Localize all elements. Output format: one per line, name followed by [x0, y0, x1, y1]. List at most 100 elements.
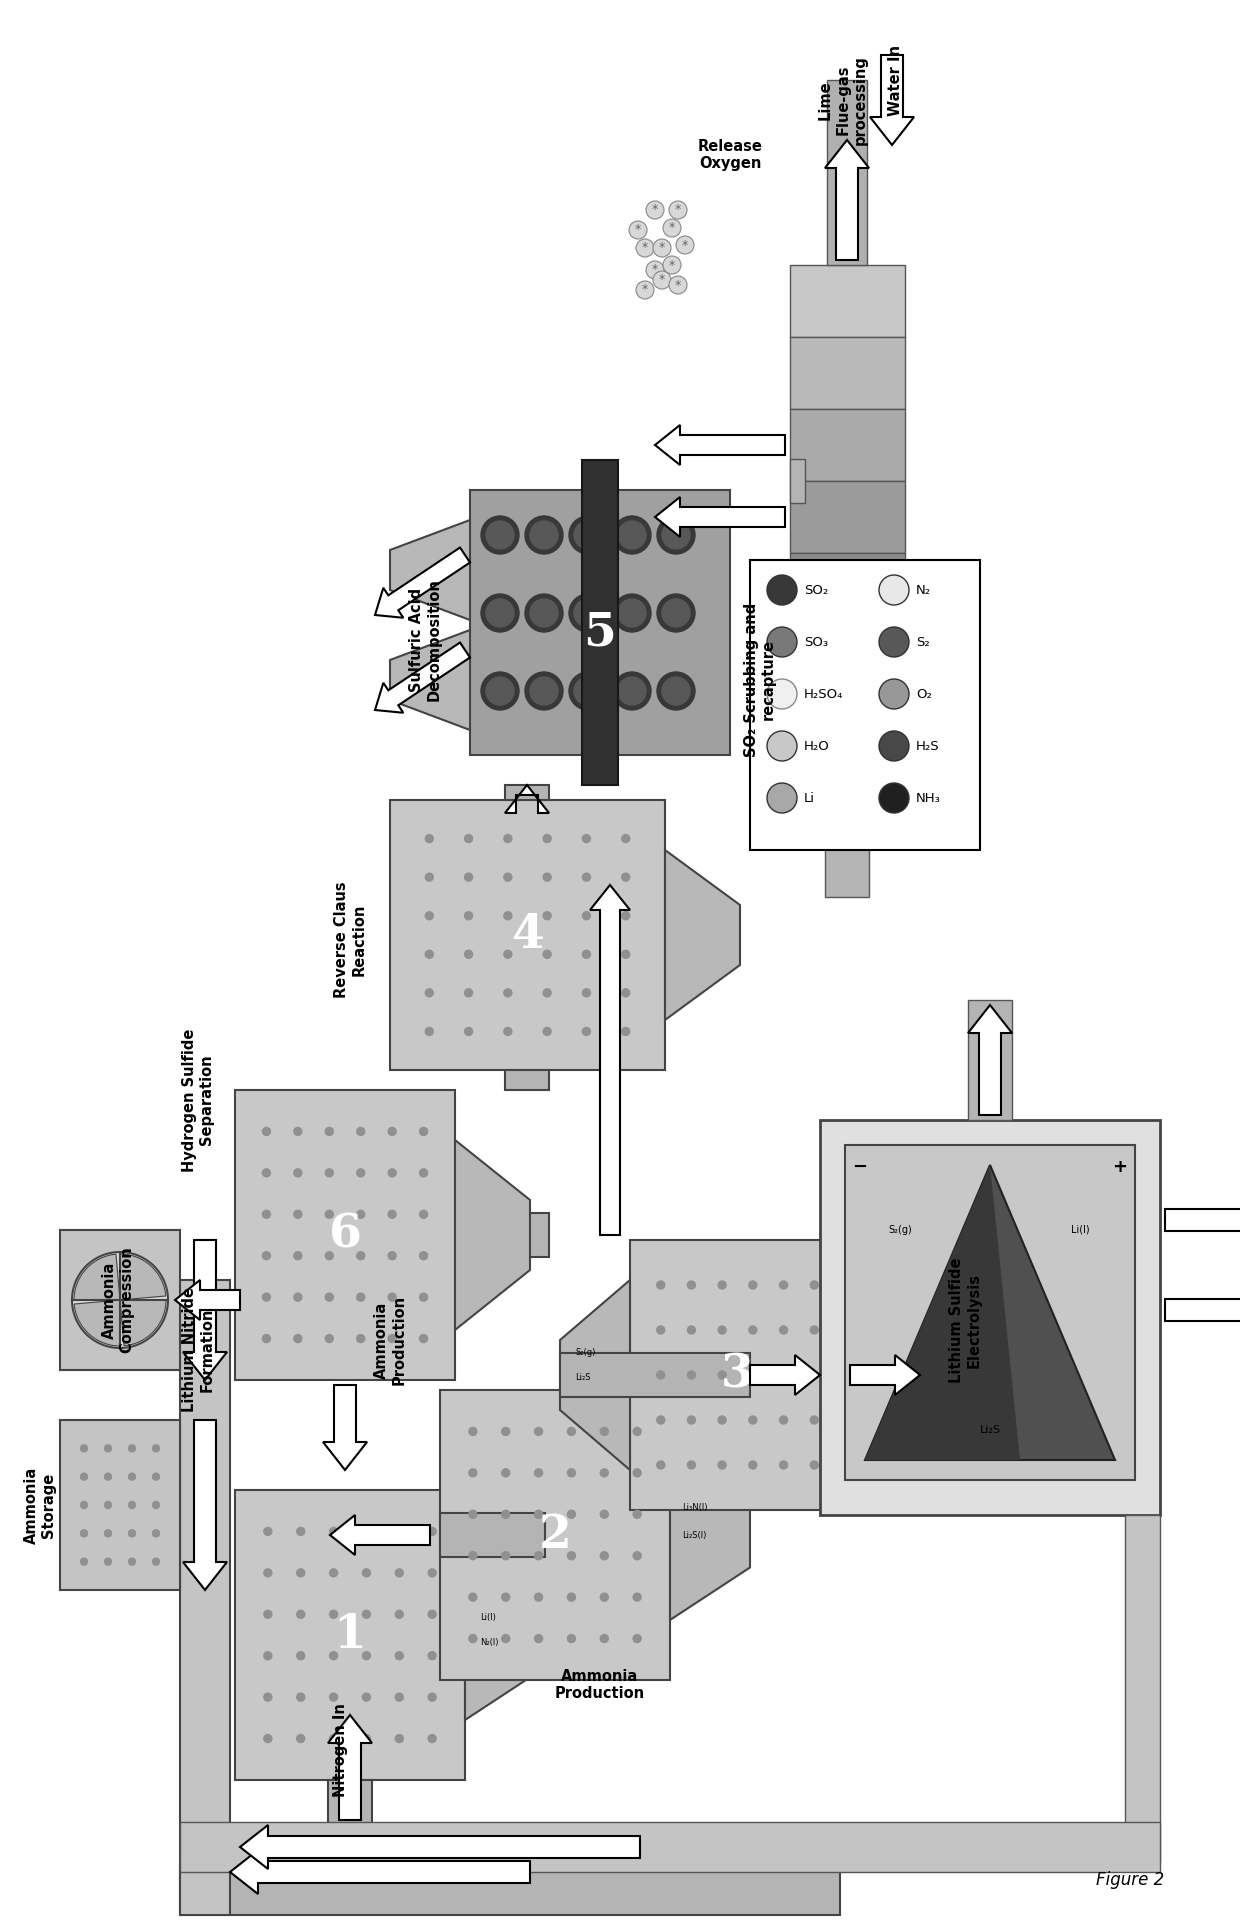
Circle shape [129, 1530, 135, 1538]
Bar [630, 1240, 844, 1511]
Circle shape [525, 515, 563, 554]
Text: Ammonia
Production: Ammonia Production [556, 1668, 645, 1701]
Circle shape [534, 1468, 543, 1476]
Circle shape [718, 1417, 727, 1424]
Circle shape [388, 1334, 396, 1343]
Circle shape [657, 1280, 665, 1290]
Circle shape [810, 1461, 818, 1468]
Circle shape [325, 1294, 334, 1301]
Circle shape [810, 1417, 818, 1424]
Circle shape [81, 1530, 88, 1538]
Bar [968, 999, 1012, 1121]
Circle shape [469, 1593, 477, 1601]
Text: Li(l): Li(l) [480, 1613, 496, 1622]
Circle shape [104, 1530, 112, 1538]
Wedge shape [120, 1299, 166, 1345]
Circle shape [749, 1280, 756, 1290]
Text: SO₂: SO₂ [804, 584, 828, 596]
Circle shape [503, 988, 512, 998]
Polygon shape [849, 1355, 920, 1395]
Bar [844, 1146, 1135, 1480]
Circle shape [600, 1511, 609, 1518]
Circle shape [263, 1334, 270, 1343]
Text: Ammonia
Storage: Ammonia Storage [24, 1466, 56, 1543]
Circle shape [600, 1468, 609, 1476]
Circle shape [465, 911, 472, 921]
Circle shape [357, 1211, 365, 1219]
Circle shape [330, 1528, 337, 1536]
Circle shape [810, 1370, 818, 1378]
Text: +: + [1112, 1157, 1127, 1176]
Polygon shape [330, 1515, 430, 1555]
Circle shape [362, 1568, 371, 1576]
Circle shape [264, 1693, 272, 1701]
Polygon shape [655, 498, 785, 536]
Text: Reverse Claus
Reaction: Reverse Claus Reaction [334, 882, 366, 998]
Text: 5: 5 [584, 609, 616, 655]
Text: 1: 1 [334, 1613, 367, 1659]
Circle shape [502, 1468, 510, 1476]
Circle shape [634, 1428, 641, 1436]
Circle shape [264, 1568, 272, 1576]
Polygon shape [1166, 1197, 1240, 1242]
Circle shape [486, 677, 515, 705]
Circle shape [618, 600, 646, 627]
Circle shape [718, 1280, 727, 1290]
Circle shape [296, 1734, 305, 1743]
Circle shape [780, 1326, 787, 1334]
Circle shape [425, 949, 433, 959]
Circle shape [153, 1472, 160, 1480]
Circle shape [481, 673, 520, 709]
Text: *: * [642, 284, 649, 296]
Text: Lithium Sulfide
Electrolysis: Lithium Sulfide Electrolysis [949, 1257, 981, 1382]
Wedge shape [120, 1253, 166, 1299]
Circle shape [613, 515, 651, 554]
Circle shape [465, 834, 472, 842]
Text: SO₂ Scrubbing and
recapture: SO₂ Scrubbing and recapture [744, 604, 776, 757]
Circle shape [153, 1559, 160, 1565]
Circle shape [663, 219, 681, 236]
Circle shape [687, 1461, 696, 1468]
Circle shape [621, 911, 630, 921]
Bar [180, 1864, 839, 1914]
Circle shape [425, 1028, 433, 1036]
Bar [329, 1780, 372, 1864]
Circle shape [396, 1651, 403, 1661]
Circle shape [670, 202, 687, 219]
Circle shape [662, 521, 689, 550]
Text: H₂O: H₂O [804, 740, 830, 753]
Polygon shape [560, 1280, 630, 1470]
Bar [505, 1071, 549, 1090]
Text: *: * [682, 238, 688, 252]
Bar [470, 490, 730, 755]
Circle shape [425, 911, 433, 921]
Circle shape [325, 1128, 334, 1136]
Circle shape [879, 730, 909, 761]
Polygon shape [968, 1005, 1012, 1115]
Bar [582, 459, 618, 784]
Circle shape [543, 911, 551, 921]
Circle shape [425, 873, 433, 880]
Circle shape [296, 1568, 305, 1576]
Circle shape [657, 1326, 665, 1334]
Circle shape [583, 949, 590, 959]
Polygon shape [241, 1826, 640, 1868]
Circle shape [810, 1326, 818, 1334]
Circle shape [263, 1294, 270, 1301]
Circle shape [419, 1294, 428, 1301]
Text: Figure 2: Figure 2 [1096, 1870, 1164, 1889]
Circle shape [428, 1693, 436, 1701]
Circle shape [534, 1511, 543, 1518]
Text: Ammonia
Compression: Ammonia Compression [102, 1247, 134, 1353]
Text: Li₂S(l): Li₂S(l) [682, 1532, 707, 1540]
Circle shape [529, 677, 558, 705]
Circle shape [419, 1334, 428, 1343]
Circle shape [768, 627, 797, 657]
Circle shape [129, 1501, 135, 1509]
Circle shape [362, 1611, 371, 1618]
Polygon shape [391, 630, 470, 730]
Circle shape [502, 1428, 510, 1436]
Circle shape [419, 1211, 428, 1219]
Bar [440, 1390, 670, 1680]
Circle shape [543, 988, 551, 998]
